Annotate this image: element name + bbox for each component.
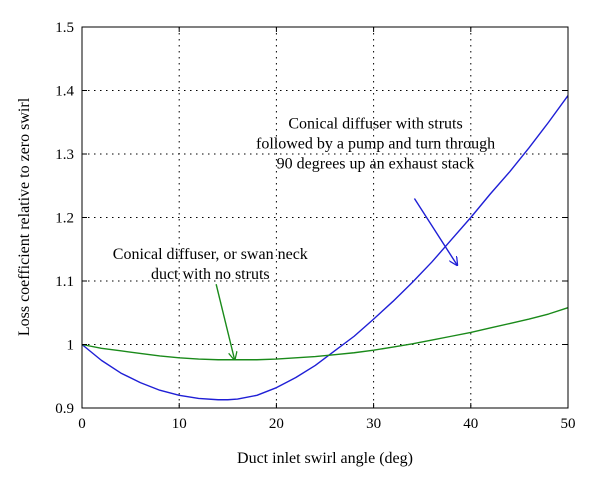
series-lines <box>81 95 569 401</box>
y-tick-label: 1.5 <box>55 20 74 36</box>
y-tick-label: 1.3 <box>55 147 74 163</box>
x-axis-label: Duct inlet swirl angle (deg) <box>237 450 413 467</box>
y-tick-label: 1 <box>67 338 75 354</box>
x-tick-label: 0 <box>78 416 86 432</box>
x-tick-label: 10 <box>172 416 187 432</box>
y-axis-label: Loss coefficient relative to zero swirl <box>16 97 33 336</box>
y-tick-label: 1.2 <box>55 211 74 227</box>
x-tick-label: 20 <box>269 416 284 432</box>
x-tick-label: 50 <box>561 416 576 432</box>
annotation-text-line: followed by a pump and turn through <box>256 136 495 153</box>
series-line-1 <box>81 307 569 361</box>
x-tick-label: 30 <box>366 416 381 432</box>
axis-ticks: 0 10 20 30 40 50 0.9 1 1.1 1.2 1.3 1.4 1.5 <box>55 20 575 432</box>
annotation-arrow <box>215 284 234 360</box>
grid-lines <box>82 27 568 408</box>
y-tick-label: 1.1 <box>55 274 74 290</box>
annotation-text-line: duct with no struts <box>151 266 270 283</box>
annotation-0: Conical diffuser with struts followed by … <box>256 116 495 266</box>
y-tick-label: 0.9 <box>55 401 74 417</box>
annotation-text-line: Conical diffuser, or swan neck <box>113 246 308 263</box>
annotation-text-line: 90 degrees up an exhaust stack <box>277 156 475 173</box>
annotation-arrow <box>413 198 457 265</box>
x-tick-label: 40 <box>463 416 478 432</box>
annotation-text-line: Conical diffuser with struts <box>288 116 462 133</box>
series-line-0 <box>81 95 569 401</box>
y-tick-label: 1.4 <box>55 84 74 100</box>
annotations: Conical diffuser with struts followed by … <box>113 116 495 360</box>
annotation-1: Conical diffuser, or swan neck duct with … <box>113 246 308 360</box>
